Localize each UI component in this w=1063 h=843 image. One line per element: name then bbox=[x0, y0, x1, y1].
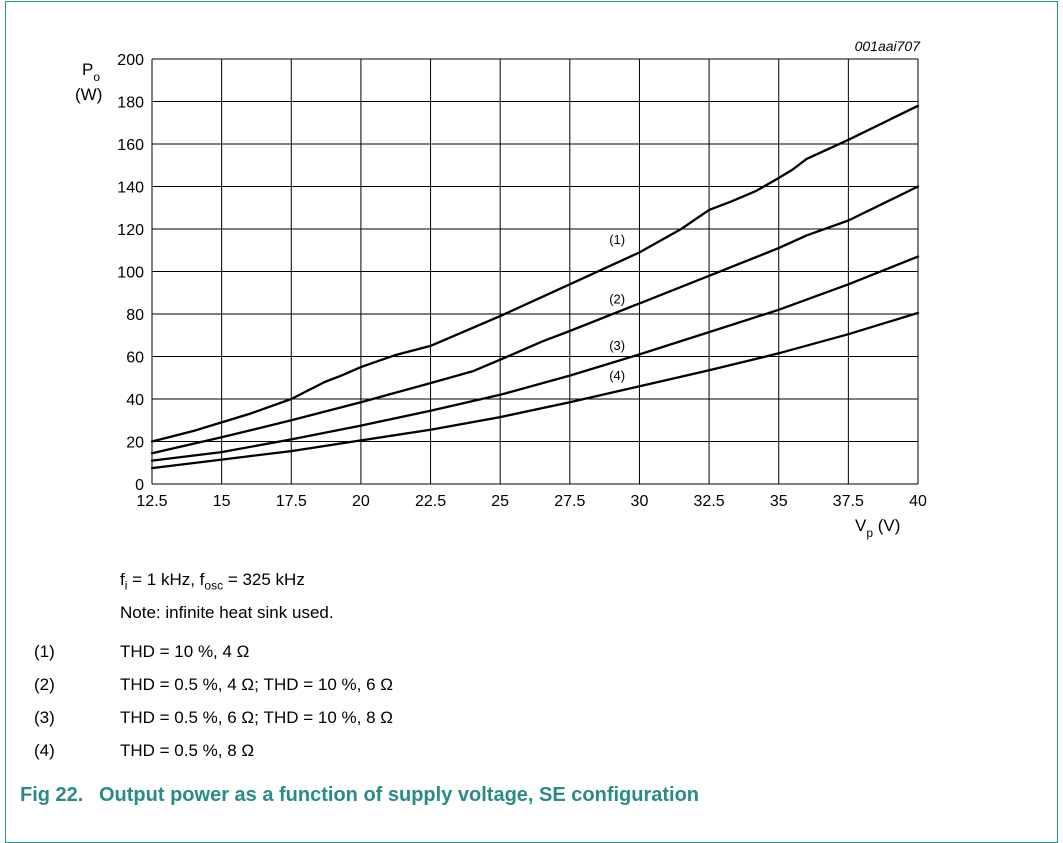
curve-line bbox=[150, 311, 920, 470]
curves bbox=[150, 104, 920, 470]
x-tick-label: 22.5 bbox=[415, 493, 446, 510]
curve-line bbox=[150, 104, 920, 443]
x-tick-label: 37.5 bbox=[833, 493, 864, 510]
x-tick-label: 35 bbox=[770, 493, 788, 510]
note-item: (4) THD = 0.5 %, 8 Ω bbox=[34, 741, 255, 760]
y-tick-label: 200 bbox=[117, 52, 144, 69]
x-tick-labels: 12.5 15 17.5 20 22.5 25 27.5 30 32.5 35 37.5 40 bbox=[136, 493, 927, 510]
figure-code: 001aai707 bbox=[855, 38, 922, 54]
grid bbox=[151, 58, 919, 485]
x-tick-label: 32.5 bbox=[694, 493, 725, 510]
y-axis-unit: (W) bbox=[75, 85, 102, 104]
y-tick-label: 0 bbox=[135, 477, 144, 494]
x-tick-label: 25 bbox=[491, 493, 509, 510]
x-tick-label: 27.5 bbox=[554, 493, 585, 510]
note-item: (2) THD = 0.5 %, 4 Ω; THD = 10 %, 6 Ω bbox=[34, 675, 393, 694]
chart: 12.5 15 17.5 20 22.5 25 27.5 30 32.5 35 37.5 40 0 20… bbox=[75, 38, 927, 540]
x-tick-label: 40 bbox=[909, 493, 927, 510]
x-tick-label: 17.5 bbox=[276, 493, 307, 510]
curve-label: (2) bbox=[609, 291, 625, 306]
y-tick-label: 100 bbox=[117, 265, 144, 282]
curve-labels: (1) (2) (3) (4) bbox=[609, 232, 625, 383]
x-tick-label: 12.5 bbox=[136, 493, 167, 510]
x-tick-label: 30 bbox=[631, 493, 649, 510]
curve-line bbox=[150, 255, 920, 462]
y-tick-label: 60 bbox=[126, 350, 144, 367]
curve-label: (4) bbox=[609, 368, 625, 383]
x-axis-label: Vp (V) bbox=[855, 516, 900, 540]
curve-label: (3) bbox=[609, 338, 625, 353]
y-tick-labels: 0 20 40 60 80 100 120 140 160 180 200 bbox=[117, 52, 144, 494]
y-tick-label: 140 bbox=[117, 180, 144, 197]
y-axis-label: Po bbox=[82, 60, 100, 84]
y-tick-label: 40 bbox=[126, 392, 144, 409]
note-item: (1) THD = 10 %, 4 Ω bbox=[34, 642, 250, 661]
y-tick-label: 80 bbox=[126, 307, 144, 324]
note-item: (3) THD = 0.5 %, 6 Ω; THD = 10 %, 8 Ω bbox=[34, 708, 393, 727]
test-conditions: fi = 1 kHz, fosc = 325 kHz bbox=[120, 570, 305, 593]
x-tick-label: 20 bbox=[352, 493, 370, 510]
y-tick-label: 180 bbox=[117, 95, 144, 112]
curve-line bbox=[150, 185, 920, 455]
figure-caption: Fig 22. Output power as a function of sup… bbox=[20, 784, 700, 806]
y-tick-label: 160 bbox=[117, 137, 144, 154]
heat-sink-note: Note: infinite heat sink used. bbox=[120, 603, 334, 622]
y-tick-label: 20 bbox=[126, 435, 144, 452]
y-tick-label: 120 bbox=[117, 222, 144, 239]
x-tick-label: 15 bbox=[213, 493, 231, 510]
curve-label: (1) bbox=[609, 232, 625, 247]
